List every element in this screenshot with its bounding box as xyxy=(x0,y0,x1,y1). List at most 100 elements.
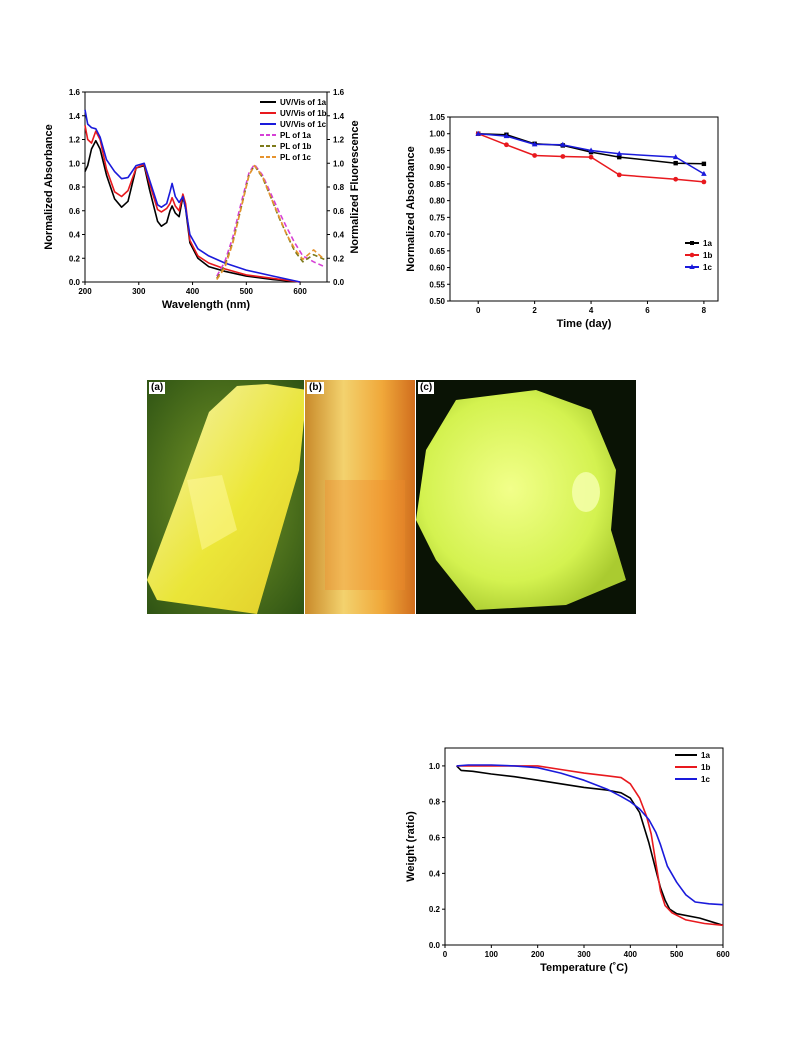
series-line-1b xyxy=(456,765,724,927)
x-tick-label: 6 xyxy=(645,306,650,315)
legend-label: 1c xyxy=(703,263,712,272)
legend-marker xyxy=(690,241,694,245)
data-point xyxy=(616,172,622,178)
y-tick-label: 1.4 xyxy=(69,112,81,121)
y-tick-label: 0.8 xyxy=(429,798,441,807)
data-point xyxy=(617,154,622,160)
y-axis-label: Weight (ratio) xyxy=(405,811,417,882)
legend-label: PL of 1b xyxy=(280,142,312,151)
legend-label: 1b xyxy=(701,763,710,772)
data-point xyxy=(588,154,594,160)
y-right-tick-label: 0.0 xyxy=(333,278,345,287)
series-line-1c xyxy=(478,132,705,175)
panel-label-c: (c) xyxy=(418,382,435,394)
y-tick-label: 0.70 xyxy=(429,230,445,239)
y-tick-label: 0.80 xyxy=(429,197,445,206)
legend-label: PL of 1a xyxy=(280,131,312,140)
y-tick-label: 0.4 xyxy=(429,869,441,878)
series-line-1b xyxy=(477,133,704,183)
x-tick-label: 200 xyxy=(78,287,92,296)
y-tick-label: 0.2 xyxy=(69,254,81,263)
crystal-image-a xyxy=(147,380,304,614)
photo-panel-a: (a) xyxy=(147,380,304,614)
data-point xyxy=(503,133,510,139)
data-point xyxy=(532,153,538,158)
plot-frame xyxy=(449,116,719,302)
legend-label: 1c xyxy=(701,775,710,784)
y-tick-label: 0.4 xyxy=(69,231,81,240)
y-right-tick-label: 0.2 xyxy=(333,254,345,263)
y-tick-label: 0.2 xyxy=(429,905,441,914)
data-point xyxy=(672,154,679,160)
data-point xyxy=(475,130,482,136)
x-tick-label: 2 xyxy=(532,306,537,315)
x-tick-label: 600 xyxy=(293,287,307,296)
data-point xyxy=(560,154,566,159)
x-tick-label: 0 xyxy=(443,950,448,959)
y-right-tick-label: 0.4 xyxy=(333,231,345,240)
data-point xyxy=(701,161,707,167)
series-line-pl-of-1b xyxy=(216,164,325,279)
y-right-tick-label: 1.0 xyxy=(333,159,345,168)
data-point xyxy=(673,176,679,182)
legend-label: PL of 1c xyxy=(280,153,312,162)
data-point xyxy=(531,141,538,147)
y-axis-label-right: Normalized Fluorescence xyxy=(349,120,360,253)
x-tick-label: 100 xyxy=(485,950,499,959)
crystal-photos: (a) (b) (c) xyxy=(147,380,636,614)
y-tick-label: 0.0 xyxy=(69,278,81,287)
y-axis-label: Normalized Absorbance xyxy=(43,124,55,250)
series-line-pl-of-1c xyxy=(216,164,325,281)
legend-label: 1a xyxy=(701,751,710,760)
y-tick-label: 1.2 xyxy=(69,136,81,145)
x-tick-label: 500 xyxy=(670,950,684,959)
crystal-image-b xyxy=(305,380,415,614)
y-right-tick-label: 1.6 xyxy=(333,88,345,97)
y-tick-label: 0.50 xyxy=(429,297,445,306)
legend-marker xyxy=(689,264,695,269)
data-point xyxy=(616,150,623,156)
data-point xyxy=(504,142,509,148)
x-tick-label: 600 xyxy=(716,950,730,959)
y-tick-label: 0.60 xyxy=(429,264,445,273)
y-tick-label: 1.6 xyxy=(69,88,81,97)
x-tick-label: 300 xyxy=(132,287,146,296)
x-tick-label: 200 xyxy=(531,950,545,959)
uv-vis-pl-chart: 200 300 400 500 600 0.0 0.2 0.4 0.6 0.8 1.0 1.2 1.4 1… xyxy=(43,88,360,311)
photo-panel-c: (c) xyxy=(416,380,636,614)
y-tick-label: 1.05 xyxy=(429,113,445,122)
data-point xyxy=(701,170,707,176)
y-tick-label: 0.85 xyxy=(429,180,445,189)
y-right-tick-label: 0.6 xyxy=(333,207,345,216)
tga-chart: 0 100 200 300 400 500 600 0.0 0.2 0.4 0.6 0.8 1.0 Tem… xyxy=(405,747,730,974)
y-axis-label: Normalized Absorbance xyxy=(405,146,417,272)
crystal-image-c xyxy=(416,380,636,614)
legend-label: UV/Vis of 1a xyxy=(280,98,327,107)
x-tick-label: 0 xyxy=(476,306,481,315)
legend-label: UV/Vis of 1c xyxy=(280,120,327,129)
series-line-pl-of-1a xyxy=(216,163,325,277)
data-point xyxy=(701,179,707,185)
photo-panel-b: (b) xyxy=(305,380,415,614)
stability-chart: 0 2 4 6 8 0.50 0.55 0.60 0.65 0.70 0.75 0.80 0.85 0.9… xyxy=(405,113,719,330)
data-point xyxy=(560,141,566,147)
legend-label: 1a xyxy=(703,239,712,248)
y-tick-label: 0.8 xyxy=(69,183,81,192)
y-tick-label: 0.75 xyxy=(429,213,445,222)
x-tick-label: 300 xyxy=(577,950,591,959)
y-tick-label: 1.0 xyxy=(429,762,441,771)
x-tick-label: 500 xyxy=(240,287,254,296)
x-tick-label: 400 xyxy=(624,950,638,959)
data-point xyxy=(673,160,678,166)
series-line-uv-vis-of-1a xyxy=(84,139,301,283)
legend-marker xyxy=(689,252,695,258)
y-tick-label: 0.65 xyxy=(429,247,445,256)
y-right-tick-label: 0.8 xyxy=(333,183,345,192)
plot-frame xyxy=(444,747,724,946)
data-point xyxy=(588,147,594,153)
series-line-1a xyxy=(478,132,704,165)
y-tick-label: 1.0 xyxy=(69,159,81,168)
series-line-1c xyxy=(456,764,724,906)
series-line-uv-vis-of-1c xyxy=(84,109,301,283)
y-tick-label: 0.95 xyxy=(429,146,445,155)
